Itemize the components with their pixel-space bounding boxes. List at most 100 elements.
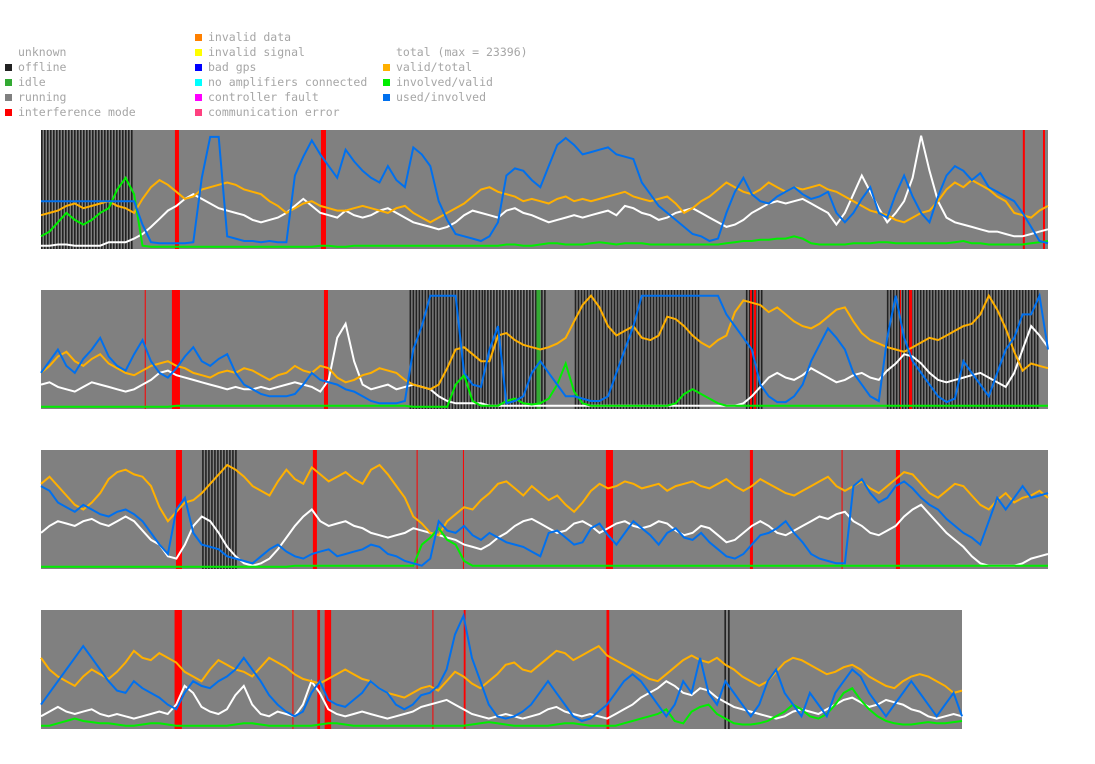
offline-stripe <box>598 290 601 409</box>
offline-stripe <box>119 130 121 249</box>
offline-stripe <box>526 290 528 409</box>
offline-stripe <box>934 290 937 409</box>
offline-stripe <box>946 290 949 409</box>
legend-swatch <box>195 79 202 86</box>
offline-stripe <box>469 290 472 409</box>
offline-stripe <box>646 290 649 409</box>
legend-swatch <box>5 79 12 86</box>
legend-swatch <box>5 49 12 56</box>
offline-stripe <box>232 450 234 569</box>
offline-stripe <box>529 290 531 409</box>
offline-stripe <box>205 450 207 569</box>
legend-swatch <box>383 79 390 86</box>
offline-stripe <box>940 290 943 409</box>
offline-stripe <box>634 290 637 409</box>
offline-stripe <box>523 290 525 409</box>
legend-label: invalid data <box>208 30 292 44</box>
status-band-interference <box>606 610 610 729</box>
offline-stripe <box>631 290 634 409</box>
offline-stripe <box>62 130 64 249</box>
offline-stripe <box>1033 290 1036 409</box>
status-band-interference <box>416 450 418 569</box>
offline-stripe <box>955 290 958 409</box>
offline-stripe <box>607 290 610 409</box>
offline-stripe <box>74 130 76 249</box>
offline-stripe <box>988 290 991 409</box>
offline-stripe <box>65 130 67 249</box>
offline-stripe <box>889 290 892 409</box>
offline-stripe <box>235 450 237 569</box>
offline-stripe <box>472 290 475 409</box>
legend-label: valid/total <box>396 60 473 74</box>
offline-stripe <box>463 290 466 409</box>
legend-label: total (max = 23396) <box>396 45 528 59</box>
status-band-interference <box>909 290 913 409</box>
offline-stripe <box>931 290 934 409</box>
offline-stripe <box>1015 290 1018 409</box>
offline-stripe <box>958 290 961 409</box>
offline-stripe <box>952 290 955 409</box>
offline-stripe <box>601 290 604 409</box>
offline-stripe <box>77 130 79 249</box>
legend-swatch <box>195 64 202 71</box>
offline-stripe <box>592 290 595 409</box>
offline-stripe <box>580 290 583 409</box>
offline-stripe <box>436 290 439 409</box>
offline-stripe <box>433 290 436 409</box>
legend-swatch <box>5 64 12 71</box>
series-line-total <box>40 321 1049 407</box>
offline-stripe <box>925 290 928 409</box>
offline-stripe <box>697 290 700 409</box>
status-band-interference <box>324 610 332 729</box>
legend-swatch <box>195 109 202 116</box>
offline-stripe <box>973 290 976 409</box>
status-band-interference <box>605 450 613 569</box>
offline-stripe <box>673 290 676 409</box>
offline-stripe <box>967 290 970 409</box>
legend: unknown offline idle running interferenc… <box>0 30 1095 125</box>
offline-stripe <box>985 290 988 409</box>
offline-stripe <box>481 290 484 409</box>
offline-stripe <box>916 290 919 409</box>
offline-stripe <box>415 290 418 409</box>
offline-stripe <box>56 130 58 249</box>
status-band-interference <box>462 450 464 569</box>
offline-stripe <box>439 290 442 409</box>
offline-stripe <box>1030 290 1033 409</box>
legend-swatch <box>195 49 202 56</box>
offline-stripe <box>511 290 513 409</box>
series-line-total <box>41 135 1049 247</box>
legend-swatch <box>5 94 12 101</box>
status-band-interference <box>895 450 900 569</box>
offline-stripe <box>50 130 52 249</box>
status-band-offline <box>202 450 237 569</box>
offline-stripe <box>586 290 589 409</box>
offline-stripe <box>943 290 946 409</box>
status-band-offline <box>41 130 133 249</box>
offline-stripe <box>961 290 964 409</box>
legend-swatch <box>383 94 390 101</box>
status-band-interference <box>753 290 756 409</box>
offline-stripe <box>1009 290 1012 409</box>
offline-stripe <box>53 130 55 249</box>
status-band-interference <box>841 450 843 569</box>
offline-stripe <box>421 290 424 409</box>
offline-stripe <box>226 450 228 569</box>
offline-stripe <box>748 290 751 409</box>
offline-stripe <box>229 450 231 569</box>
offline-stripe <box>901 290 904 409</box>
series-line-used-involved <box>40 477 1049 567</box>
offline-stripe <box>682 290 685 409</box>
offline-stripe <box>919 290 922 409</box>
offline-stripe <box>113 130 115 249</box>
offline-stripe <box>1024 290 1027 409</box>
offline-stripe <box>991 290 994 409</box>
status-band-interference <box>463 610 466 729</box>
offline-stripe <box>89 130 91 249</box>
series-line-valid-total <box>40 293 1049 391</box>
legend-swatch <box>5 109 12 116</box>
offline-stripe <box>442 290 445 409</box>
offline-stripe <box>658 290 661 409</box>
offline-stripe <box>604 290 607 409</box>
